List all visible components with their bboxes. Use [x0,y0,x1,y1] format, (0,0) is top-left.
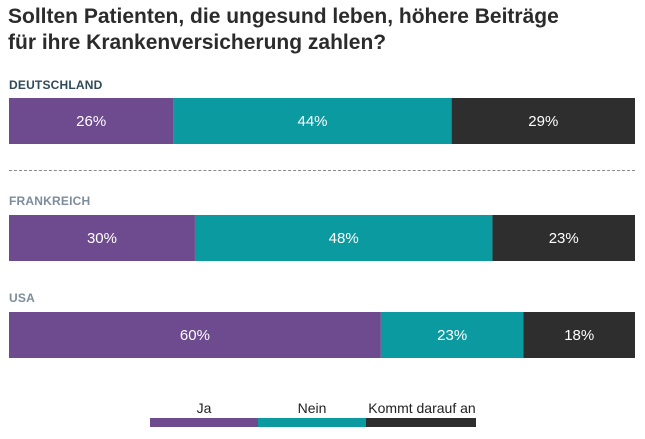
bar-frankreich-ja [9,215,195,261]
bar-deutschland-kommt-darauf-an [451,98,635,144]
category-label-frankreich: FRANKREICH [9,194,91,208]
data-label-deutschland-ja: 26% [76,113,106,130]
bar-frankreich-nein [194,215,493,261]
bar-deutschland-ja [9,98,174,144]
data-label-usa-kommt-darauf-an: 18% [564,327,594,344]
chart-title: Sollten Patienten, die ungesund leben, h… [8,4,638,56]
legend-label-kommt-darauf-an: Kommt darauf an [368,400,476,416]
legend-swatch-nein [258,418,366,427]
bar-usa-kommt-darauf-an [523,312,635,358]
bar-deutschland-nein [173,98,452,144]
legend-swatch-ja [150,418,258,427]
legend-label-nein: Nein [297,400,327,416]
bar-usa-nein [380,312,524,358]
chart-title-line-1: Sollten Patienten, die ungesund leben, h… [8,5,559,28]
data-label-usa-nein: 23% [437,327,467,344]
data-label-frankreich-nein: 48% [329,230,359,247]
legend-label-ja: Ja [196,400,212,416]
category-label-usa: USA [9,291,35,305]
bar-usa-ja [9,312,381,358]
category-label-deutschland: DEUTSCHLAND [9,78,103,92]
data-label-usa-ja: 60% [180,327,210,344]
legend-swatch-kommt-darauf-an [366,418,476,427]
chart-title-line-2: für ihre Krankenversicherung zahlen? [8,31,387,54]
bar-frankreich-kommt-darauf-an [492,215,635,261]
data-label-frankreich-kommt-darauf-an: 23% [549,230,579,247]
section-divider [9,170,635,171]
data-label-frankreich-ja: 30% [87,230,117,247]
data-label-deutschland-kommt-darauf-an: 29% [528,113,558,130]
data-label-deutschland-nein: 44% [297,113,327,130]
